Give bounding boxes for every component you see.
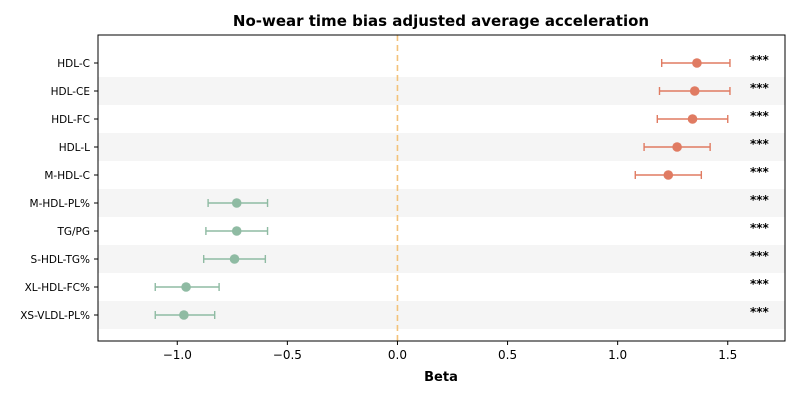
- significance-label: ***: [750, 81, 770, 95]
- x-tick-label: 1.5: [718, 348, 737, 362]
- x-tick-label: −0.5: [273, 348, 302, 362]
- category-label: HDL-L: [59, 142, 90, 154]
- x-tick-label: 0.5: [498, 348, 517, 362]
- significance-label: ***: [750, 305, 770, 319]
- row-m-hdl-pl-: M-HDL-PL% ***: [30, 193, 770, 210]
- significance-label: ***: [750, 137, 770, 151]
- point-estimate: [231, 198, 242, 208]
- plot-frame: [97, 34, 786, 342]
- point-estimate: [181, 282, 191, 292]
- x-tick-label: 1.0: [608, 348, 627, 362]
- significance-label: ***: [750, 109, 770, 123]
- x-axis-ticks: −1.0 −0.5 0.0 0.5 1.0 1.5: [163, 341, 737, 362]
- category-label: S-HDL-TG%: [31, 254, 90, 266]
- point-estimate: [672, 142, 682, 152]
- significance-label: ***: [750, 221, 770, 235]
- point-estimate: [692, 58, 702, 68]
- point-estimate: [689, 86, 700, 96]
- row-band: [98, 189, 785, 217]
- point-estimate: [179, 310, 189, 320]
- significance-label: ***: [750, 165, 770, 179]
- significance-label: ***: [750, 277, 770, 291]
- point-estimate: [663, 170, 674, 180]
- row-tg-pg: TG/PG ***: [56, 221, 769, 238]
- row-band: [98, 245, 785, 273]
- category-label: XL-HDL-FC%: [25, 282, 90, 294]
- category-label: HDL-FC: [51, 114, 90, 126]
- chart-title: No-wear time bias adjusted average accel…: [233, 12, 649, 30]
- significance-label: ***: [750, 249, 770, 263]
- category-label: HDL-C: [57, 58, 90, 70]
- category-label: XS-VLDL-PL%: [20, 310, 90, 322]
- category-label: TG/PG: [56, 226, 90, 238]
- point-estimate: [687, 114, 698, 124]
- row-s-hdl-tg-: S-HDL-TG% ***: [31, 249, 770, 266]
- category-label: M-HDL-C: [44, 170, 90, 182]
- point-estimate: [229, 254, 240, 264]
- row-hdl-c: HDL-C ***: [57, 53, 769, 70]
- row-hdl-fc: HDL-FC ***: [51, 109, 769, 126]
- row-hdl-ce: HDL-CE ***: [51, 81, 770, 98]
- x-tick-label: −1.0: [163, 348, 192, 362]
- significance-label: ***: [750, 193, 770, 207]
- data-rows: HDL-C ***HDL-CE ***HDL-FC ***HDL-L ***M-HDL-…: [20, 53, 769, 322]
- point-estimate: [231, 226, 242, 236]
- row-bands: [98, 77, 785, 329]
- x-axis-label: Beta: [424, 370, 458, 385]
- x-tick-label: 0.0: [388, 348, 407, 362]
- row-hdl-l: HDL-L ***: [59, 137, 770, 154]
- row-xs-vldl-pl-: XS-VLDL-PL% ***: [20, 305, 769, 322]
- row-xl-hdl-fc-: XL-HDL-FC% ***: [25, 277, 770, 294]
- category-label: M-HDL-PL%: [30, 198, 90, 210]
- category-label: HDL-CE: [51, 86, 90, 98]
- significance-label: ***: [750, 53, 770, 67]
- row-m-hdl-c: M-HDL-C ***: [44, 165, 769, 182]
